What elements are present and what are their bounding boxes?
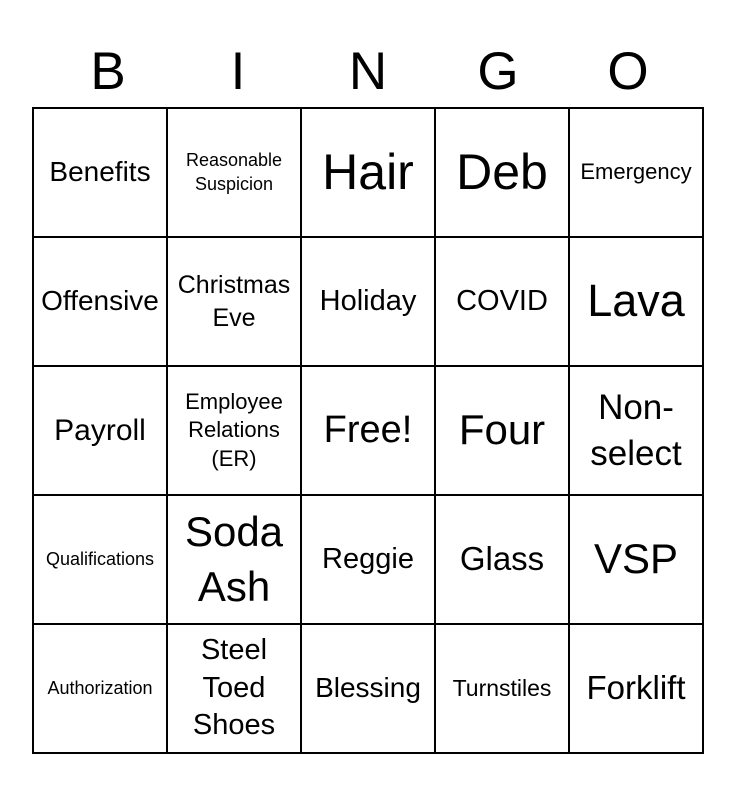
bingo-cell[interactable]: Reggie [300,494,436,625]
bingo-cell[interactable]: Forklift [568,623,704,754]
bingo-cell[interactable]: Employee Relations (ER) [166,365,302,496]
bingo-cell[interactable]: VSP [568,494,704,625]
bingo-cell[interactable]: Qualifications [32,494,168,625]
bingo-cell[interactable]: Holiday [300,236,436,367]
bingo-cell[interactable]: Blessing [300,623,436,754]
bingo-cell[interactable]: Hair [300,107,436,238]
bingo-cell[interactable]: Lava [568,236,704,367]
bingo-cell[interactable]: Glass [434,494,570,625]
bingo-cell[interactable]: Four [434,365,570,496]
bingo-cell[interactable]: Soda Ash [166,494,302,625]
bingo-cell[interactable]: Payroll [32,365,168,496]
bingo-cell[interactable]: Emergency [568,107,704,238]
bingo-cell[interactable]: Non-select [568,365,704,496]
bingo-cell[interactable]: COVID [434,236,570,367]
bingo-cell[interactable]: Benefits [32,107,168,238]
bingo-grid: Benefits Reasonable Suspicion Hair Deb E… [32,107,704,754]
bingo-title-letter-b: B [90,42,126,101]
bingo-row: Offensive Christmas Eve Holiday COVID La… [32,236,704,367]
bingo-title-letter-i: I [230,42,246,101]
bingo-cell[interactable]: Christmas Eve [166,236,302,367]
bingo-title: B I N G O [43,0,693,107]
bingo-row: Benefits Reasonable Suspicion Hair Deb E… [32,107,704,238]
bingo-cell[interactable]: Offensive [32,236,168,367]
bingo-cell[interactable]: Reasonable Suspicion [166,107,302,238]
bingo-title-letter-n: N [348,42,388,101]
bingo-row: Payroll Employee Relations (ER) Free! Fo… [32,365,704,496]
bingo-cell[interactable]: Turnstiles [434,623,570,754]
bingo-row: Qualifications Soda Ash Reggie Glass VSP [32,494,704,625]
bingo-title-letter-o: O [607,42,649,101]
bingo-cell[interactable]: Authorization [32,623,168,754]
bingo-cell[interactable]: Steel Toed Shoes [166,623,302,754]
bingo-title-letter-g: G [477,42,519,101]
bingo-row: Authorization Steel Toed Shoes Blessing … [32,623,704,754]
bingo-cell[interactable]: Deb [434,107,570,238]
bingo-cell-free[interactable]: Free! [300,365,436,496]
